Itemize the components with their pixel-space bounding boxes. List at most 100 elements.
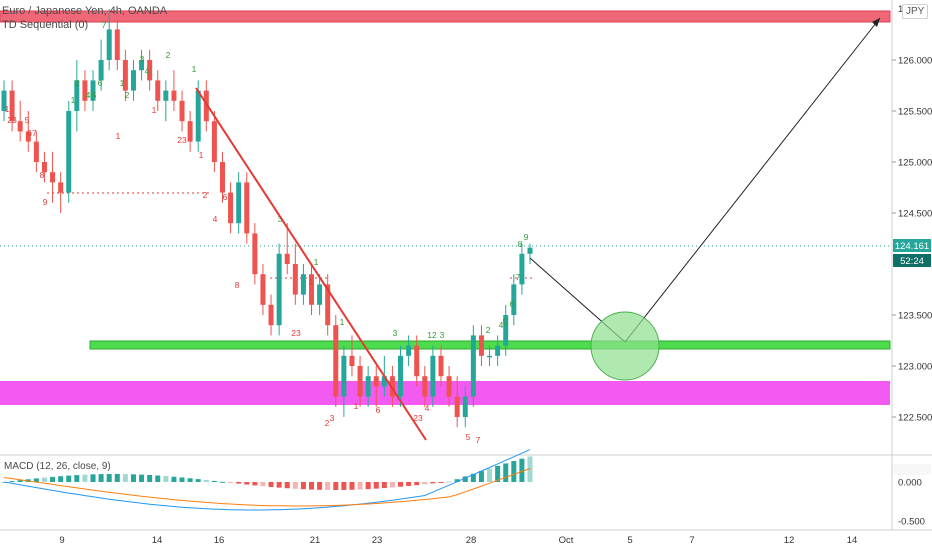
macd-histogram-bar [122, 474, 128, 482]
candle-body [106, 29, 112, 60]
candle-body [155, 80, 161, 101]
candle-body [122, 60, 128, 91]
td-count-label: 9 [524, 232, 529, 242]
macd-histogram-bar [90, 474, 96, 482]
last-price-tag: 124.161 [895, 241, 929, 252]
candle-body [33, 141, 39, 162]
candle-body [341, 355, 347, 397]
candle-body [503, 315, 509, 346]
macd-histogram-bar [414, 482, 420, 486]
price-tick-label: 126.000 [898, 56, 932, 67]
macd-histogram-bar [430, 482, 436, 484]
macd-histogram-bar [365, 482, 371, 490]
macd-histogram-bar [300, 482, 306, 490]
td-count-label: 67 [27, 128, 37, 138]
macd-histogram-bar [260, 482, 266, 487]
macd-histogram-bar [357, 482, 363, 490]
macd-tick-label: 0.000 [898, 478, 922, 489]
td-count-label: 6 [98, 78, 103, 88]
macd-value-tag-bg [893, 464, 931, 475]
macd-histogram-bar [292, 482, 298, 489]
candle-body [236, 182, 242, 224]
macd-histogram-bar [211, 480, 217, 482]
candle-body [406, 345, 412, 356]
macd-histogram-bar [66, 475, 72, 482]
td-count-label: 5 [92, 90, 97, 100]
candle-body [50, 172, 56, 183]
td-count-label: 4 [86, 90, 91, 100]
td-count-label: 1 [199, 150, 204, 160]
candle-body [462, 396, 468, 417]
td-count-label: 2 [325, 418, 330, 428]
candle-body [219, 162, 225, 193]
td-count-label: 23 [7, 115, 17, 125]
td-count-label: 9 [43, 197, 48, 207]
candle-body [17, 121, 23, 132]
macd-histogram-bar [309, 482, 315, 490]
candle-body [58, 182, 64, 193]
candle-body [325, 284, 331, 326]
candle-body [292, 264, 298, 295]
macd-histogram-bar [446, 481, 452, 483]
signal-line [3, 468, 531, 507]
candle-body [527, 247, 533, 254]
price-tick-label: 125.500 [898, 107, 932, 118]
candle-body [195, 90, 201, 142]
macd-histogram-bar [495, 465, 501, 482]
td-count-label: 1 [120, 78, 125, 88]
macd-histogram-bar [130, 474, 136, 482]
target-circle [590, 311, 660, 381]
time-tick-label: 28 [466, 535, 477, 546]
macd-histogram-bar [187, 478, 193, 482]
macd-histogram-bar [519, 458, 525, 482]
candle-body [398, 355, 404, 397]
macd-histogram-bar [114, 474, 120, 482]
macd-histogram-bar [478, 471, 484, 482]
td-count-label: 1 [5, 104, 10, 114]
candle-body [211, 121, 217, 162]
time-axis: 9 14 16 21 23 28 Oct 5 7 12 14 [59, 535, 857, 546]
macd-histogram-bar [317, 482, 323, 490]
td-count-label: 4 [145, 66, 150, 76]
macd-histogram-bar [381, 482, 387, 489]
macd-tick-label: -0.500 [898, 517, 925, 528]
candle-body [365, 376, 371, 397]
macd-histogram-bar [349, 482, 355, 490]
td-count-label: 6 [510, 299, 515, 309]
candle-body [478, 335, 484, 356]
indicator-title: TD Sequential (0) [2, 19, 89, 31]
candle-body [438, 355, 444, 377]
candle-body [487, 355, 493, 358]
macd-histogram-bar [98, 474, 104, 482]
candle-body [317, 284, 323, 305]
projection-arrowhead [872, 18, 880, 27]
candle-body [381, 376, 387, 387]
macd-histogram-bar [106, 474, 112, 482]
td-count-label: 1 [309, 277, 314, 287]
candle-body [276, 253, 282, 326]
time-tick-label: Oct [559, 535, 574, 546]
td-count-label: 8 [518, 239, 523, 249]
td-count-label: 5 [466, 432, 471, 442]
macd-histogram-bar [9, 481, 15, 483]
td-count-label: 2 [203, 190, 208, 200]
candle-body [268, 304, 274, 326]
macd-histogram-bar [454, 479, 460, 482]
candle-body [495, 345, 501, 356]
macd-histogram-bar [147, 475, 153, 482]
currency-tag[interactable]: JPY [902, 4, 929, 19]
macd-histogram-bar [33, 478, 39, 482]
price-tick-label: 125.000 [898, 158, 932, 169]
macd-histogram-bar [228, 482, 234, 483]
td-count-label: 8 [40, 170, 45, 180]
macd-histogram-bar [422, 482, 428, 485]
candle-body [171, 90, 177, 101]
candle-body [74, 80, 80, 111]
candle-body [98, 60, 104, 81]
time-tick-label: 7 [689, 535, 694, 546]
candle-body [309, 274, 315, 305]
td-count-label: 5 [503, 317, 508, 327]
